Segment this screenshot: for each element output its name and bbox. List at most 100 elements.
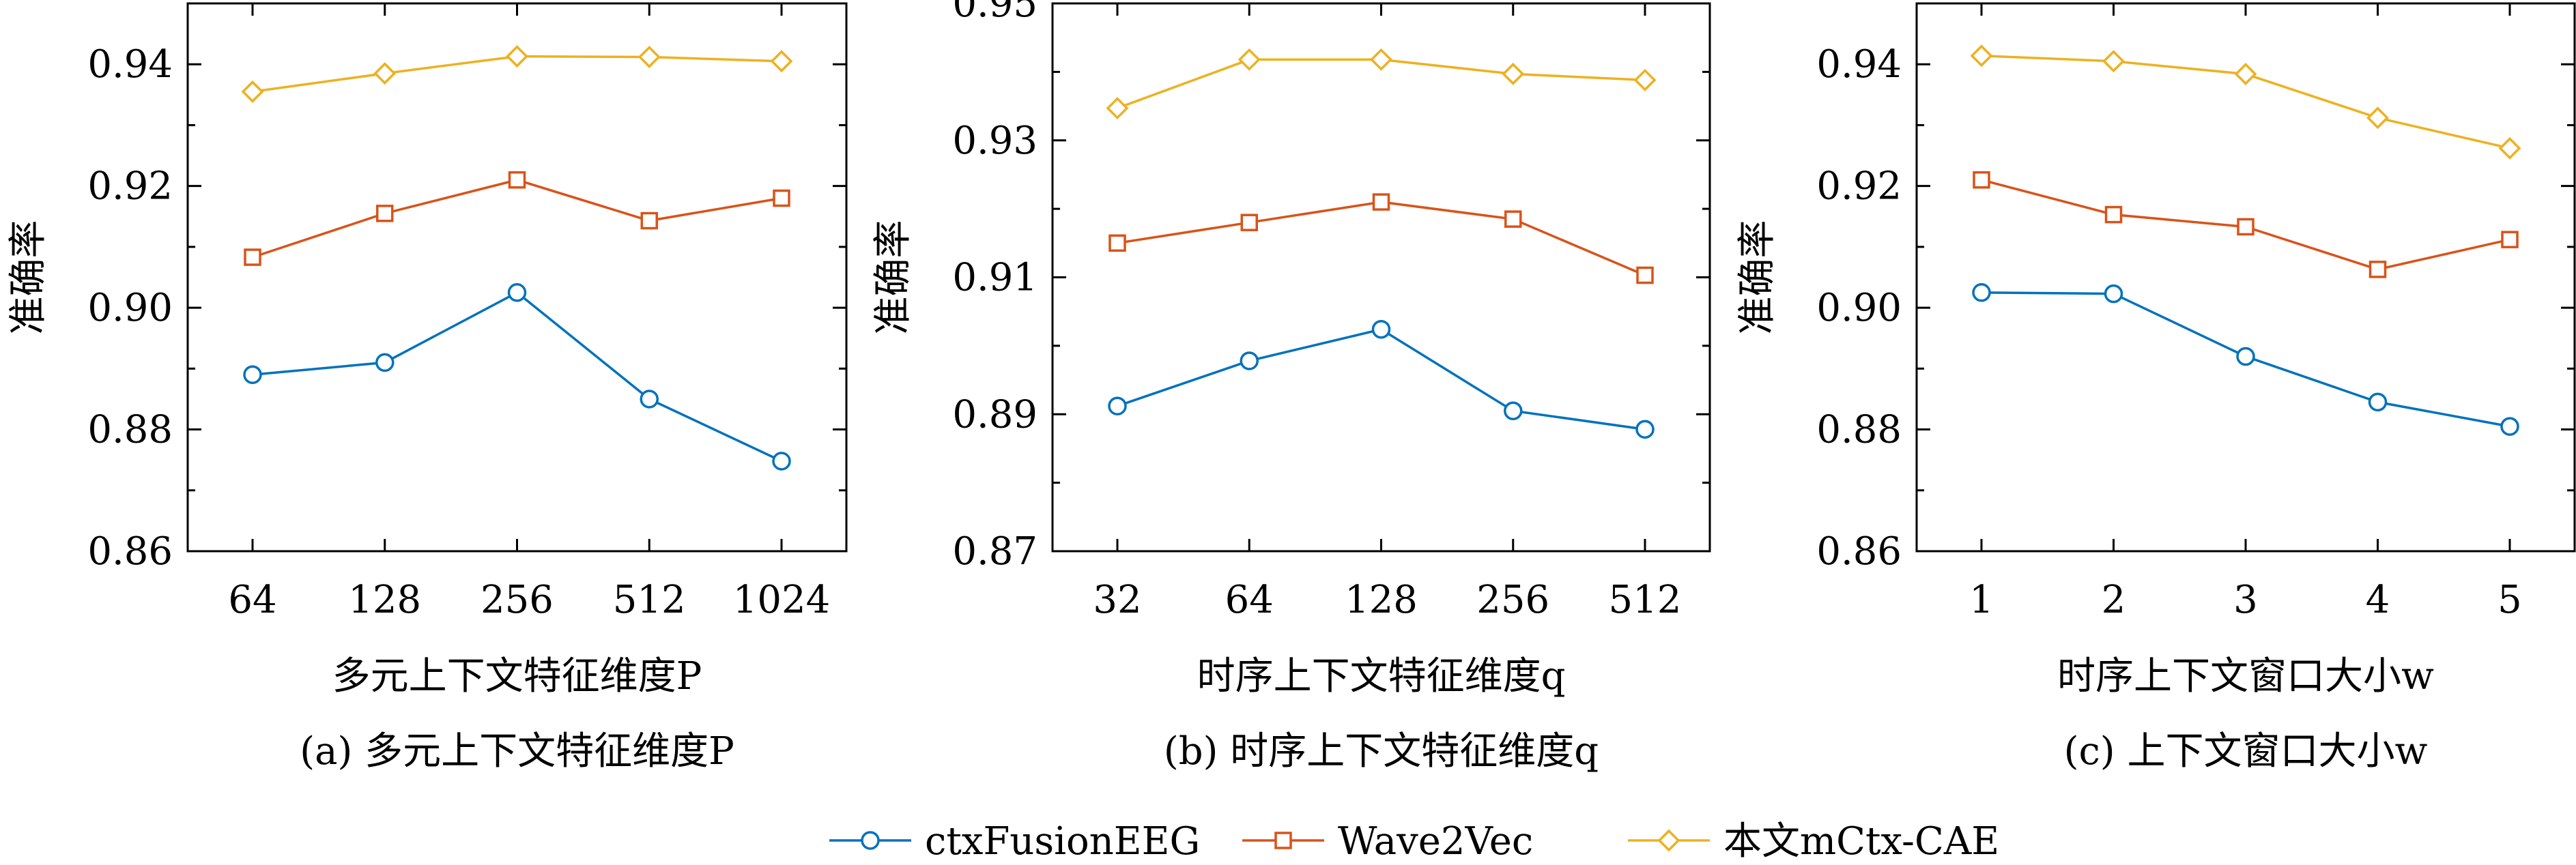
x-tick-label: 512 (613, 578, 686, 622)
x-tick-label: 4 (2366, 578, 2390, 622)
data-point (241, 80, 264, 103)
x-tick-label: 5 (2498, 578, 2522, 622)
y-tick-label: 0.90 (1816, 286, 1902, 330)
series-3 (1106, 48, 1657, 120)
chart-panel-2: 32 64 128 256 512 0.87 0.89 0.91 0.93 0.95 时序上下文特征… (871, 0, 1711, 774)
data-point (1970, 44, 1993, 68)
data-point (2102, 50, 2125, 73)
data-point (1635, 420, 1655, 439)
data-point (2237, 218, 2255, 236)
x-tick-label: 256 (481, 578, 554, 622)
y-tick-label: 0.90 (87, 286, 173, 330)
legend-item-1: ctxFusionEEG (829, 819, 1200, 864)
x-axis-label: 多元上下文特征维度P (332, 654, 702, 699)
series-line (1117, 327, 1646, 431)
series-2 (1108, 193, 1654, 284)
data-point (376, 205, 394, 222)
legend-marker (1274, 832, 1292, 849)
data-point (2501, 231, 2519, 248)
plot-frame (1915, 2, 2576, 553)
data-point (772, 452, 791, 471)
series-3 (1970, 44, 2521, 160)
data-point (1633, 68, 1657, 91)
data-point (2104, 205, 2123, 224)
series-1 (1108, 320, 1655, 439)
x-axis-label: 时序上下文窗口大小w (2057, 654, 2434, 699)
legend-label: ctxFusionEEG (925, 819, 1200, 864)
data-point (1372, 193, 1390, 211)
series-2 (244, 171, 790, 266)
data-point (2104, 284, 2123, 304)
series-line (1117, 201, 1646, 277)
data-point (375, 353, 395, 372)
y-tick-label: 0.88 (87, 408, 173, 452)
data-point (1240, 214, 1258, 231)
chart-panel-3: 1 2 3 4 5 0.86 0.88 0.90 0.92 0.94 时序上下文窗口大小w 准确率 (c… (1735, 2, 2576, 774)
data-point (1108, 234, 1126, 252)
y-axis-label: 准确率 (871, 220, 915, 335)
data-point (2498, 136, 2521, 160)
data-point (2369, 261, 2387, 278)
x-tick-label: 64 (1225, 578, 1274, 622)
series-1 (243, 283, 791, 471)
legend-label: Wave2Vec (1338, 819, 1533, 864)
series-3 (241, 45, 793, 103)
legend-marker (1657, 829, 1680, 852)
x-axis-label: 时序上下文特征维度q (1197, 654, 1566, 699)
data-point (1237, 48, 1261, 71)
x-tick-label: 32 (1093, 578, 1141, 622)
legend-label: 本文mCtx-CAE (1723, 819, 1999, 864)
data-point (638, 46, 661, 68)
data-point (640, 211, 658, 230)
legend-item-3: 本文mCtx-CAE (1628, 819, 1999, 864)
series-line (252, 178, 782, 259)
data-point (1502, 62, 1525, 85)
data-point (507, 283, 527, 302)
y-tick-label: 0.91 (952, 256, 1037, 300)
x-tick-label: 1 (1969, 578, 1994, 622)
series-line (252, 291, 782, 463)
data-point (1972, 283, 1991, 302)
data-point (1504, 210, 1522, 228)
y-tick-label: 0.87 (952, 529, 1037, 574)
y-tick-label: 0.86 (1816, 529, 1902, 574)
data-point (508, 171, 526, 189)
y-axis-label: 准确率 (1735, 220, 1779, 335)
chart-panel-1: 64 128 256 512 1024 0.86 0.88 0.90 0.92 0.94 多元上下文… (6, 2, 848, 774)
panel-caption: (a) 多元上下文特征维度P (300, 729, 734, 774)
y-tick-label: 0.89 (952, 392, 1037, 437)
y-tick-label: 0.93 (952, 119, 1037, 163)
x-tick-label: 256 (1476, 578, 1549, 622)
y-tick-label: 0.92 (87, 164, 173, 209)
data-point (1370, 48, 1392, 71)
plot-frame (1051, 2, 1711, 553)
data-point (506, 45, 528, 68)
y-tick-label: 0.95 (952, 0, 1037, 26)
data-point (2366, 106, 2389, 130)
y-tick-label: 0.88 (1816, 408, 1902, 452)
series-1 (1972, 283, 2519, 436)
data-point (373, 62, 397, 85)
data-point (640, 390, 659, 409)
x-tick-label: 128 (1345, 578, 1418, 622)
data-point (1240, 351, 1259, 370)
data-point (2368, 392, 2388, 412)
x-tick-label: 64 (228, 578, 276, 622)
data-point (2500, 417, 2519, 436)
data-point (2234, 63, 2257, 85)
data-point (1371, 320, 1391, 339)
y-tick-label: 0.94 (87, 42, 173, 87)
legend-marker (861, 831, 880, 850)
x-tick-label: 3 (2233, 578, 2258, 622)
data-point (1973, 171, 1990, 189)
data-point (773, 189, 790, 207)
panels: 64 128 256 512 10240.860.880.900.920.94多元上下文… (6, 0, 2576, 774)
x-tick-label: 512 (1609, 578, 1682, 622)
data-point (770, 50, 793, 73)
panel-caption: (c) 上下文窗口大小w (2064, 729, 2428, 774)
legend: ctxFusionEEG Wave2Vec 本文mCtx-CAE (829, 819, 1999, 864)
series-2 (1973, 171, 2519, 278)
data-point (243, 365, 262, 385)
y-tick-label: 0.94 (1816, 42, 1902, 87)
